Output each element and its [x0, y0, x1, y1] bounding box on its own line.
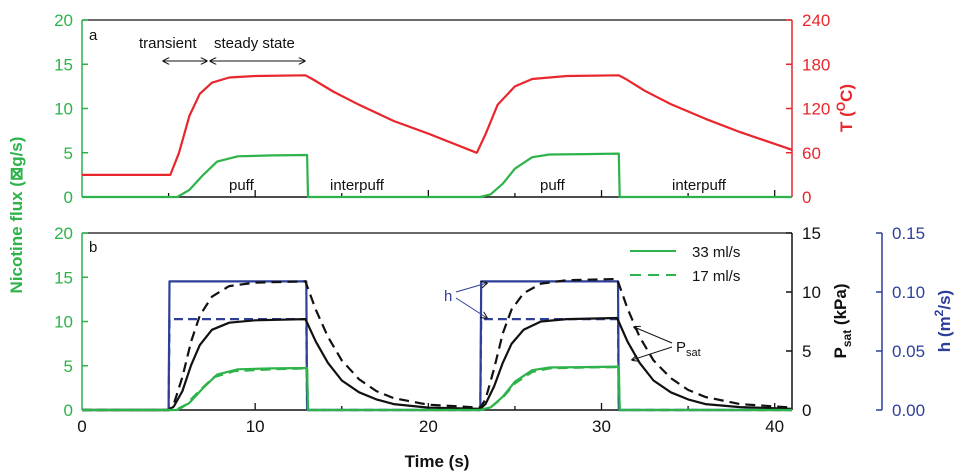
- right-tick-label: 0: [802, 188, 811, 207]
- left-tick-label: 0: [64, 401, 73, 420]
- annotation-steady-state: steady state: [214, 35, 295, 52]
- series-black-solid-line: [82, 316, 793, 412]
- panel-a: 0 5 10 15 20 0 60 120 180 240 a transient steady …: [54, 11, 856, 207]
- panel-a-label: a: [89, 27, 98, 44]
- annotation-puff-2: puff: [540, 177, 566, 194]
- left-tick-label: 15: [54, 55, 73, 74]
- psat-arrow-bottom: [632, 346, 673, 360]
- annotation-transient: transient: [139, 35, 197, 52]
- panel-b-far-right-axis-title-sup: 2: [932, 309, 946, 316]
- panel-a-ticks: 0 5 10 15 20 0 60 120 180 240: [54, 11, 830, 207]
- series-red-solid-line: [82, 74, 793, 176]
- annotation-interpuff-1: interpuff: [330, 177, 385, 194]
- h-arrow-top: [455, 283, 487, 293]
- right-tick-label: 5: [802, 342, 811, 361]
- panel-b-ticks: 0 5 10 15 20 0 5 10 15 0.00 0.05 0.10 0.15 0 10 20 30 40: [54, 224, 925, 436]
- annotation-h: h: [444, 288, 452, 305]
- right-tick-label: 0: [802, 401, 811, 420]
- panel-b-right-axis-title-sub: sat: [840, 330, 854, 347]
- right-tick-label: 10: [802, 283, 821, 302]
- legend: 33 ml/s 17 ml/s: [630, 244, 740, 285]
- right-tick-label: 240: [802, 11, 830, 30]
- panel-b-right-axis-title-tail: (kPa): [831, 284, 850, 330]
- h-arrow-bottom: [455, 297, 487, 318]
- panel-a-series: [82, 74, 793, 199]
- series-blue-dashed-line: [82, 318, 792, 412]
- panel-a-right-axis-title-tail: C): [837, 84, 856, 102]
- annotation-interpuff-2: interpuff: [672, 177, 727, 194]
- x-tick-label: 40: [765, 417, 784, 436]
- right-tick-label: 60: [802, 144, 821, 163]
- panel-b-far-right-axis-title: h (m2/s): [932, 290, 954, 352]
- series-green-solid-line: [82, 365, 792, 412]
- legend-label-17: 17 ml/s: [692, 268, 740, 285]
- far-right-tick-label: 0.10: [892, 283, 925, 302]
- panel-b-series: [82, 277, 793, 412]
- panel-b-label: b: [89, 239, 97, 256]
- x-tick-label: 10: [246, 417, 265, 436]
- x-tick-label: 30: [592, 417, 611, 436]
- right-tick-label: 120: [802, 100, 830, 119]
- x-tick-label: 20: [419, 417, 438, 436]
- annotation-puff-1: puff: [229, 177, 255, 194]
- far-right-tick-label: 0.05: [892, 342, 925, 361]
- panel-a-right-axis-title-sup: O: [834, 102, 848, 111]
- left-tick-label: 15: [54, 268, 73, 287]
- far-right-tick-label: 0.00: [892, 401, 925, 420]
- series-green-solid-line: [82, 152, 792, 199]
- left-tick-label: 10: [54, 100, 73, 119]
- left-tick-label: 10: [54, 313, 73, 332]
- annotation-psat-sub: sat: [686, 347, 701, 359]
- psat-arrow-top: [634, 327, 673, 344]
- x-tick-label: 0: [77, 417, 86, 436]
- right-tick-label: 15: [802, 224, 821, 243]
- left-tick-label: 20: [54, 224, 73, 243]
- panel-b-far-right-axis-title-tail: /s): [935, 290, 954, 310]
- far-right-tick-label: 0.15: [892, 224, 925, 243]
- x-axis-title: Time (s): [405, 452, 470, 471]
- series-black-dashed-line: [82, 277, 793, 412]
- annotation-psat: Psat: [676, 339, 701, 359]
- panel-a-right-axis-title: T (OC): [834, 84, 856, 132]
- left-tick-label: 0: [64, 188, 73, 207]
- left-tick-label: 20: [54, 11, 73, 30]
- left-axis-title: Nicotine flux (⊠g/s): [7, 137, 26, 294]
- right-tick-label: 180: [802, 55, 830, 74]
- left-tick-label: 5: [64, 144, 73, 163]
- left-tick-label: 5: [64, 357, 73, 376]
- panel-b-right-axis-title: Psat (kPa): [831, 284, 854, 359]
- legend-label-33: 33 ml/s: [692, 244, 740, 261]
